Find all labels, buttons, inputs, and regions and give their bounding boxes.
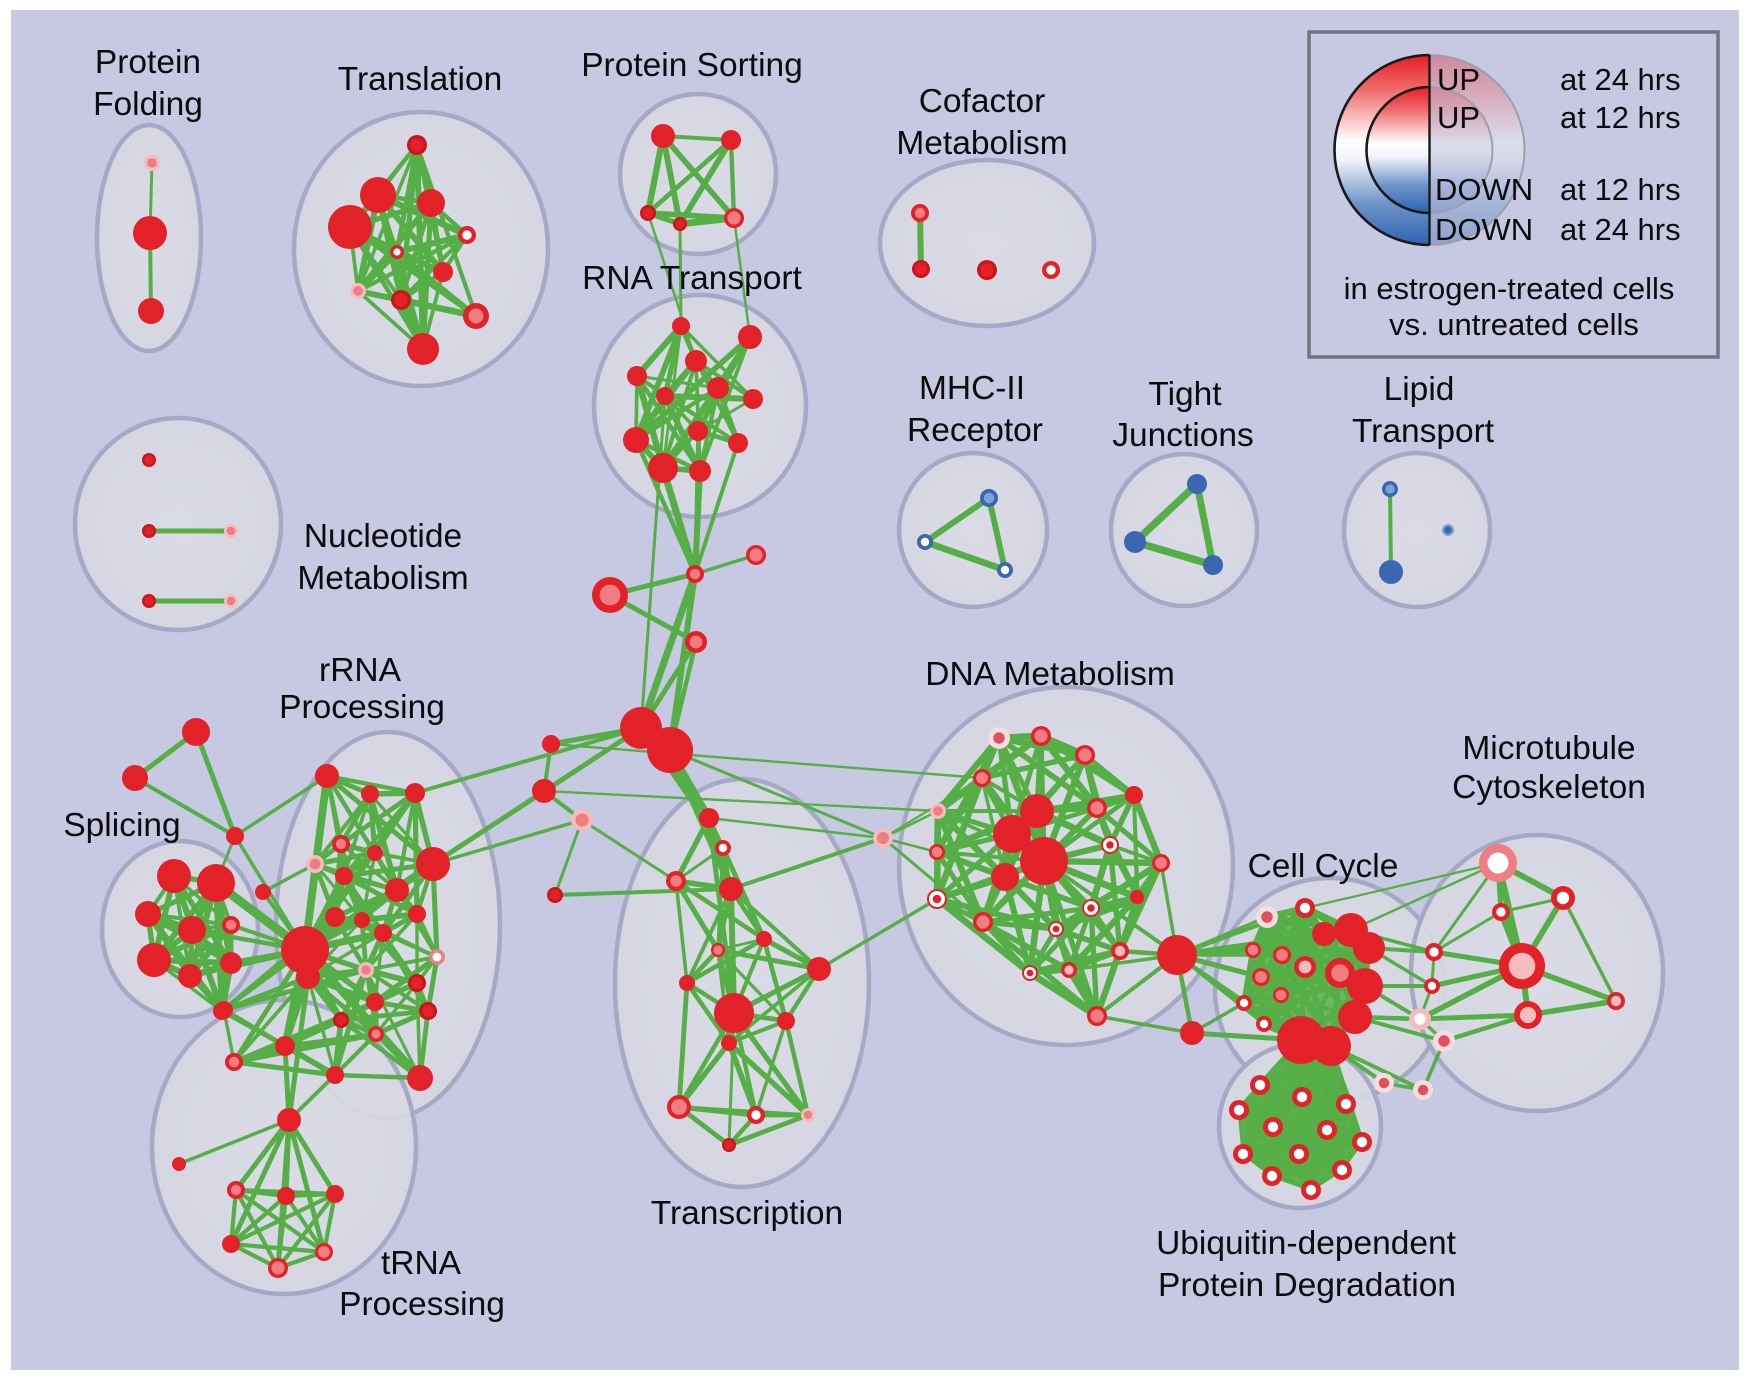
svg-text:Splicing: Splicing bbox=[63, 807, 180, 844]
svg-text:RNA Transport: RNA Transport bbox=[582, 260, 802, 297]
svg-text:at 24 hrs: at 24 hrs bbox=[1560, 212, 1681, 247]
svg-text:Protein: Protein bbox=[95, 44, 201, 81]
svg-text:Folding: Folding bbox=[93, 86, 203, 123]
svg-text:Tight: Tight bbox=[1148, 376, 1222, 413]
svg-text:Transcription: Transcription bbox=[651, 1195, 843, 1232]
svg-text:at 12 hrs: at 12 hrs bbox=[1560, 172, 1681, 207]
svg-text:MHC-II: MHC-II bbox=[919, 370, 1025, 407]
svg-text:Nucleotide: Nucleotide bbox=[304, 518, 462, 555]
svg-text:Metabolism: Metabolism bbox=[896, 125, 1067, 162]
svg-text:Cofactor: Cofactor bbox=[919, 83, 1046, 120]
svg-text:Junctions: Junctions bbox=[1112, 417, 1254, 454]
svg-text:tRNA: tRNA bbox=[381, 1245, 462, 1282]
svg-text:Ubiquitin-dependent: Ubiquitin-dependent bbox=[1156, 1225, 1457, 1262]
svg-text:Metabolism: Metabolism bbox=[297, 560, 468, 597]
svg-text:at 12 hrs: at 12 hrs bbox=[1560, 100, 1681, 135]
svg-text:Receptor: Receptor bbox=[907, 412, 1043, 449]
svg-text:in estrogen-treated cells: in estrogen-treated cells bbox=[1344, 271, 1675, 306]
svg-text:Cytoskeleton: Cytoskeleton bbox=[1452, 769, 1646, 806]
svg-text:DNA Metabolism: DNA Metabolism bbox=[925, 656, 1174, 693]
svg-text:Microtubule: Microtubule bbox=[1462, 730, 1635, 767]
svg-text:UP: UP bbox=[1437, 100, 1480, 135]
svg-text:DOWN: DOWN bbox=[1435, 172, 1533, 207]
svg-text:DOWN: DOWN bbox=[1435, 212, 1533, 247]
svg-text:Transport: Transport bbox=[1352, 413, 1495, 450]
svg-text:at 24 hrs: at 24 hrs bbox=[1560, 62, 1681, 97]
svg-text:Lipid: Lipid bbox=[1384, 371, 1455, 408]
svg-text:Processing: Processing bbox=[339, 1286, 505, 1323]
svg-text:UP: UP bbox=[1437, 62, 1480, 97]
svg-text:Processing: Processing bbox=[279, 689, 445, 726]
svg-text:Protein Degradation: Protein Degradation bbox=[1158, 1267, 1456, 1304]
svg-text:vs. untreated cells: vs. untreated cells bbox=[1389, 307, 1639, 342]
svg-text:rRNA: rRNA bbox=[319, 652, 402, 689]
svg-text:Protein Sorting: Protein Sorting bbox=[581, 47, 803, 84]
svg-text:Translation: Translation bbox=[338, 61, 502, 98]
svg-text:Cell Cycle: Cell Cycle bbox=[1248, 848, 1399, 885]
